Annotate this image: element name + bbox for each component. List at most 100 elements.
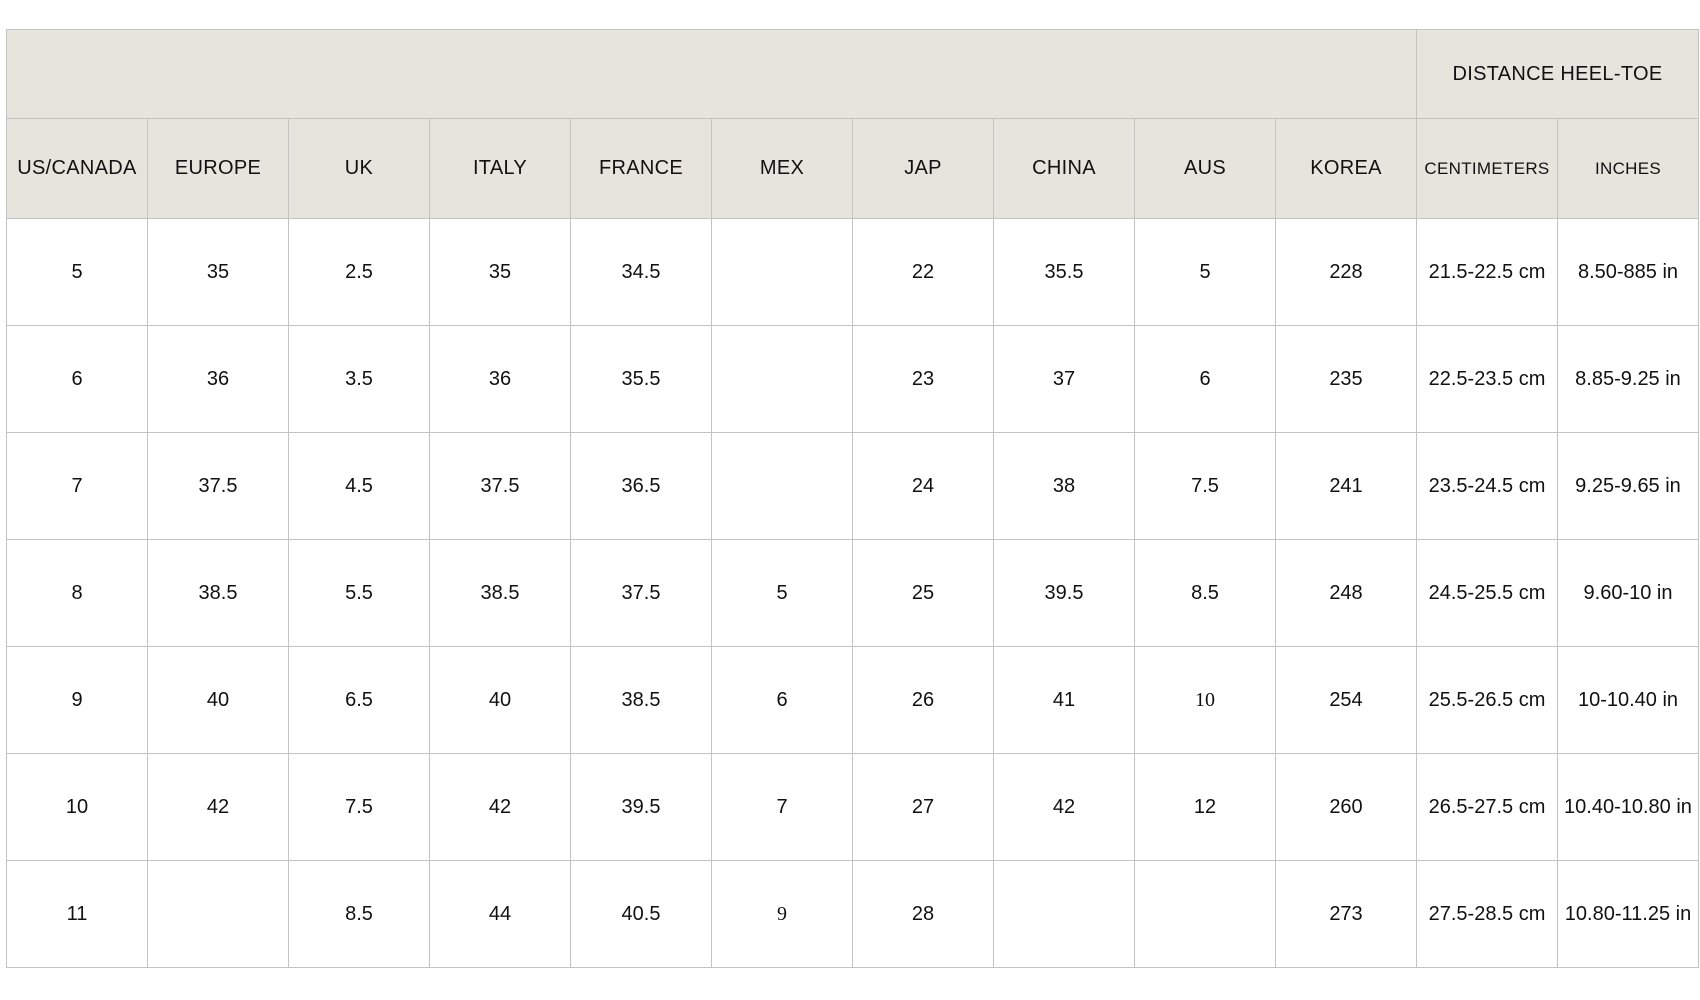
table-cell: 21.5-22.5 cm: [1416, 218, 1558, 326]
table-cell: 24.5-25.5 cm: [1416, 539, 1558, 647]
table-cell: 5.5: [288, 539, 430, 647]
table-cell: [147, 860, 289, 968]
table-cell: 38.5: [570, 646, 712, 754]
table-cell: 42: [993, 753, 1135, 861]
table-cell: 35.5: [570, 325, 712, 433]
table-cell: 7.5: [288, 753, 430, 861]
table-cell: 39.5: [993, 539, 1135, 647]
table-cell: 254: [1275, 646, 1417, 754]
table-cell: 24: [852, 432, 994, 540]
column-header-row: US/CANADA EUROPE UK ITALY FRANCE MEX JAP CHINA A…: [6, 118, 1699, 219]
table-cell: 8: [6, 539, 148, 647]
table-cell: [711, 432, 853, 540]
table-cell: 28: [852, 860, 994, 968]
column-header-italy: ITALY: [429, 118, 571, 219]
column-header-mex: MEX: [711, 118, 853, 219]
table-cell: 22.5-23.5 cm: [1416, 325, 1558, 433]
table-cell: 7: [6, 432, 148, 540]
table-cell: 8.5: [1134, 539, 1276, 647]
table-cell: 2.5: [288, 218, 430, 326]
table-cell: [993, 860, 1135, 968]
table-cell: 36: [429, 325, 571, 433]
table-cell: 260: [1275, 753, 1417, 861]
size-chart-table: DISTANCE HEEL-TOE US/CANADA EUROPE UK ITALY…: [6, 29, 1699, 968]
column-header-france: FRANCE: [570, 118, 712, 219]
table-cell: 37: [993, 325, 1135, 433]
table-cell: 5: [711, 539, 853, 647]
table-cell: 25: [852, 539, 994, 647]
distance-heel-toe-header: DISTANCE HEEL-TOE: [1416, 29, 1699, 119]
table-cell: 40: [147, 646, 289, 754]
table-cell: 9: [711, 860, 853, 968]
table-cell: 35.5: [993, 218, 1135, 326]
table-cell: 3.5: [288, 325, 430, 433]
table-cell: 8.5: [288, 860, 430, 968]
table-cell: 36: [147, 325, 289, 433]
table-cell: 9: [6, 646, 148, 754]
table-row: 8 38.5 5.5 38.5 37.5 5 25 39.5 8.5 248 24.5-25.5 c…: [6, 539, 1699, 647]
header-blank-cell: [6, 29, 1417, 119]
table-cell: 6: [711, 646, 853, 754]
table-cell: 38.5: [429, 539, 571, 647]
table-row: 11 8.5 44 40.5 9 28 273 27.5-28.5 cm 10.80-11.25…: [6, 860, 1699, 968]
table-cell: 22: [852, 218, 994, 326]
table-cell: 228: [1275, 218, 1417, 326]
table-cell: 11: [6, 860, 148, 968]
table-cell: 9.25-9.65 in: [1557, 432, 1699, 540]
column-header-us-canada: US/CANADA: [6, 118, 148, 219]
table-cell: 4.5: [288, 432, 430, 540]
column-header-uk: UK: [288, 118, 430, 219]
table-cell: 35: [147, 218, 289, 326]
table-cell: 36.5: [570, 432, 712, 540]
column-header-korea: KOREA: [1275, 118, 1417, 219]
table-cell: 273: [1275, 860, 1417, 968]
table-cell: 6.5: [288, 646, 430, 754]
table-row: 6 36 3.5 36 35.5 23 37 6 235 22.5-23.5 cm 8.85-9.2…: [6, 325, 1699, 433]
table-cell: 7.5: [1134, 432, 1276, 540]
column-header-jap: JAP: [852, 118, 994, 219]
table-cell: 44: [429, 860, 571, 968]
table-cell: 235: [1275, 325, 1417, 433]
table-cell: 10: [6, 753, 148, 861]
table-row: 7 37.5 4.5 37.5 36.5 24 38 7.5 241 23.5-24.5 cm 9.…: [6, 432, 1699, 540]
table-cell: 37.5: [429, 432, 571, 540]
table-cell: 23: [852, 325, 994, 433]
table-cell: 23.5-24.5 cm: [1416, 432, 1558, 540]
table-cell: 40: [429, 646, 571, 754]
table-cell: 25.5-26.5 cm: [1416, 646, 1558, 754]
table-cell: 12: [1134, 753, 1276, 861]
table-cell: 41: [993, 646, 1135, 754]
table-row: 10 42 7.5 42 39.5 7 27 42 12 260 26.5-27.5 cm 10.40…: [6, 753, 1699, 861]
table-cell: 26: [852, 646, 994, 754]
table-cell: 6: [1134, 325, 1276, 433]
column-header-inches: INCHES: [1557, 118, 1699, 219]
table-cell: 7: [711, 753, 853, 861]
table-cell: 10-10.40 in: [1557, 646, 1699, 754]
table-cell: 39.5: [570, 753, 712, 861]
table-cell: 38.5: [147, 539, 289, 647]
column-header-china: CHINA: [993, 118, 1135, 219]
table-cell: 37.5: [570, 539, 712, 647]
column-header-europe: EUROPE: [147, 118, 289, 219]
table-cell: 241: [1275, 432, 1417, 540]
table-cell: 27.5-28.5 cm: [1416, 860, 1558, 968]
table-cell: [1134, 860, 1276, 968]
table-cell: 5: [6, 218, 148, 326]
table-cell: 8.85-9.25 in: [1557, 325, 1699, 433]
table-cell: 10.80-11.25 in: [1557, 860, 1699, 968]
table-cell: 38: [993, 432, 1135, 540]
table-cell: 9.60-10 in: [1557, 539, 1699, 647]
table-cell: 10: [1134, 646, 1276, 754]
table-body: 5 35 2.5 35 34.5 22 35.5 5 228 21.5-22.5 cm 8.50-8…: [6, 218, 1699, 968]
table-cell: 26.5-27.5 cm: [1416, 753, 1558, 861]
table-cell: 5: [1134, 218, 1276, 326]
table-cell: 35: [429, 218, 571, 326]
table-row: 9 40 6.5 40 38.5 6 26 41 10 254 25.5-26.5 cm 10-10.…: [6, 646, 1699, 754]
table-cell: 34.5: [570, 218, 712, 326]
table-cell: [711, 218, 853, 326]
table-cell: 248: [1275, 539, 1417, 647]
column-header-centimeters: CENTIMETERS: [1416, 118, 1558, 219]
table-cell: 42: [147, 753, 289, 861]
table-cell: 10.40-10.80 in: [1557, 753, 1699, 861]
table-cell: 6: [6, 325, 148, 433]
